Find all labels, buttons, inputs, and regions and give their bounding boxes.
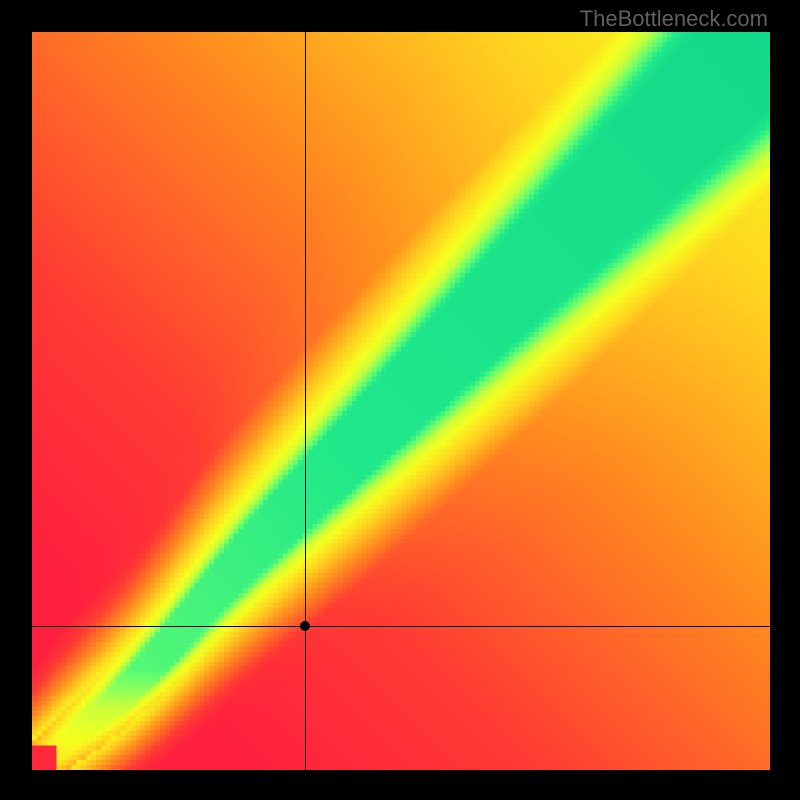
watermark-text: TheBottleneck.com <box>580 6 768 32</box>
heatmap-plot <box>32 32 770 770</box>
crosshair-vertical <box>305 32 306 770</box>
crosshair-marker <box>300 621 310 631</box>
crosshair-horizontal <box>32 626 770 627</box>
heatmap-canvas <box>32 32 770 770</box>
